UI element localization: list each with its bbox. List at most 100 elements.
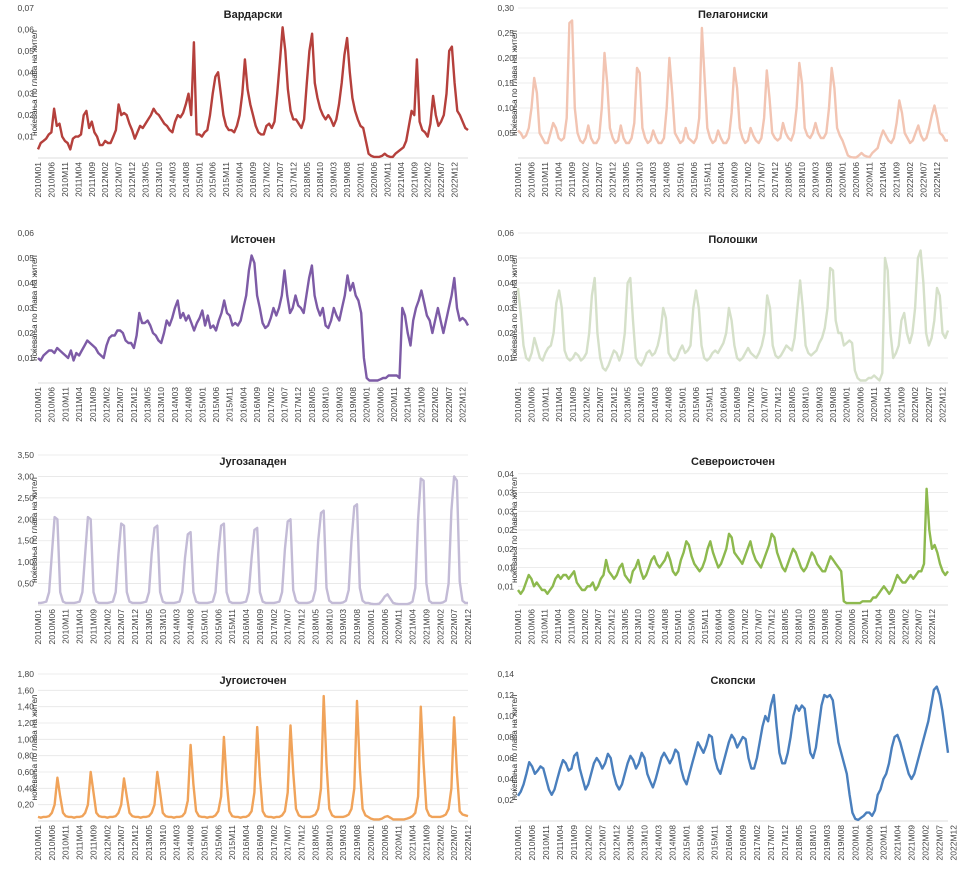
- y-tick-label: 0,05: [17, 253, 34, 263]
- x-tick-label: 2020M06: [847, 609, 857, 645]
- x-tick-label: 2021M04: [878, 162, 888, 198]
- x-tick-label: 2013M10: [156, 387, 166, 423]
- x-tick-label: 2012M12: [130, 825, 140, 861]
- x-tick-label: 2021M04: [892, 825, 902, 861]
- x-tick-label: 2020M06: [864, 825, 874, 861]
- y-tick-label: 0,12: [497, 690, 514, 700]
- y-tick-label: 0,04: [497, 469, 514, 479]
- x-tick-label: 2020M01: [833, 609, 843, 645]
- x-tick-label: 2022M12: [927, 609, 937, 645]
- y-tick-label: 1,20: [17, 718, 34, 728]
- x-tick-label: 2021M04: [403, 387, 413, 423]
- x-tick-label: 2011M09: [87, 162, 97, 197]
- y-axis-label: ноќевања по глава на жител: [30, 30, 39, 136]
- chart-pelagoniski: 0,05 0,10 0,15 0,20 0,25 0,30 ноќевања по глав…: [497, 3, 948, 198]
- y-tick-label: 0,02: [17, 328, 34, 338]
- x-tick-label: 2016M09: [727, 609, 737, 645]
- series-line: [517, 685, 950, 822]
- y-tick-label: 0,01: [17, 132, 34, 142]
- x-tick-label: 2021M09: [896, 387, 906, 423]
- x-tick-label: 2018M05: [780, 609, 790, 645]
- x-tick-label: 2018M10: [801, 387, 811, 423]
- chart-title: Источен: [231, 234, 276, 246]
- x-tick-label: 2017M12: [297, 825, 307, 861]
- x-tick-label: 2022M07: [444, 387, 454, 423]
- x-tick-label: 2014M08: [668, 825, 678, 861]
- x-tick-label: 2015M06: [696, 825, 706, 861]
- x-tick-label: 2020M11: [389, 387, 399, 422]
- x-tick-label: 2015M01: [682, 825, 692, 861]
- x-tick-label: 2016M04: [238, 387, 248, 423]
- x-tick-label: 2017M02: [752, 825, 762, 861]
- x-tick-label: 2020M01: [838, 162, 848, 198]
- x-tick-label: 2018M05: [310, 825, 320, 861]
- x-tick-label: 2011M09: [88, 825, 98, 860]
- x-tick-label: 2015M11: [702, 162, 712, 197]
- y-tick-label: 1,80: [17, 669, 34, 679]
- x-tick-label: 2018M10: [808, 825, 818, 861]
- x-tick-label: 2022M07: [919, 162, 929, 198]
- x-tick-label: 2015M01: [199, 609, 209, 645]
- x-tick-label: 2022M12: [463, 609, 473, 645]
- x-tick-label: 2017M12: [773, 387, 783, 423]
- x-tick-label: 2019M08: [342, 162, 352, 198]
- y-tick-label: 0,06: [17, 24, 34, 34]
- x-tick-label: 2019M03: [338, 825, 348, 861]
- x-tick-label: 2016M09: [248, 162, 258, 198]
- x-tick-label: 2019M03: [822, 825, 832, 861]
- x-tick-label: 2010M01: [513, 387, 523, 423]
- x-tick-label: 2017M02: [269, 609, 279, 645]
- x-tick-label: 2011M04: [554, 387, 564, 422]
- x-tick-label: 2020M06: [375, 387, 385, 423]
- chart-title: Вардарски: [224, 9, 283, 21]
- x-tick-label: 2012M02: [581, 162, 591, 198]
- x-tick-label: 2013M05: [621, 162, 631, 198]
- x-tick-label: 2012M07: [116, 825, 126, 861]
- x-tick-label: 2021M09: [409, 162, 419, 198]
- x-tick-label: 2012M07: [593, 609, 603, 645]
- y-tick-label: 0,07: [17, 3, 34, 13]
- y-tick-label: 0,04: [17, 67, 34, 77]
- y-axis-label: ноќевања по глава на жител: [510, 477, 519, 583]
- x-tick-label: 2012M12: [608, 162, 618, 198]
- x-tick-label: 2022M12: [938, 387, 948, 423]
- x-tick-label: 2017M12: [780, 825, 790, 861]
- x-tick-label: 2022M07: [449, 609, 459, 645]
- x-tick-label: 2015M11: [700, 609, 710, 644]
- chart-title: Југозападен: [219, 456, 286, 468]
- x-tick-label: 2013M05: [141, 162, 151, 198]
- x-tick-label: 2014M03: [167, 162, 177, 198]
- x-tick-label: 2015M01: [677, 387, 687, 423]
- x-tick-label: 2018M10: [315, 162, 325, 198]
- x-tick-label: 2014M03: [170, 387, 180, 423]
- x-tick-label: 2019M03: [334, 387, 344, 423]
- x-tick-label: 2016M04: [713, 609, 723, 645]
- x-tick-label: 2010M01: [33, 825, 43, 861]
- x-tick-label: 2017M02: [740, 609, 750, 645]
- x-tick-label: 2010M11: [541, 825, 551, 860]
- chart-title: Пелагониски: [698, 9, 768, 21]
- x-tick-label: 2014M08: [662, 162, 672, 198]
- x-tick-label: 2010M01: [513, 162, 523, 198]
- x-tick-label: 2012M07: [597, 825, 607, 861]
- x-tick-label: 2014M08: [184, 387, 194, 423]
- x-tick-label: 2020M01: [366, 609, 376, 645]
- y-tick-label: 3,00: [17, 471, 34, 481]
- x-tick-label: 2010M06: [47, 609, 57, 645]
- x-tick-label: 2022M02: [423, 162, 433, 198]
- x-tick-label: 2014M03: [648, 162, 658, 198]
- x-tick-label: 2012M12: [129, 387, 139, 423]
- x-tick-label: 2020M01: [366, 825, 376, 861]
- x-tick-label: 2010M11: [61, 825, 71, 860]
- x-tick-label: 2018M10: [797, 162, 807, 198]
- x-tick-label: 2016M09: [732, 387, 742, 423]
- x-tick-label: 2015M06: [691, 387, 701, 423]
- y-tick-label: 0,60: [17, 767, 34, 777]
- x-tick-label: 2015M01: [675, 162, 685, 198]
- x-tick-label: 2015M11: [227, 825, 237, 860]
- x-tick-label: 2018M05: [787, 387, 797, 423]
- x-tick-label: 2017M12: [767, 609, 777, 645]
- x-tick-label: 2020M06: [380, 609, 390, 645]
- x-tick-label: 2020M11: [878, 825, 888, 860]
- x-tick-label: 2011M09: [567, 162, 577, 197]
